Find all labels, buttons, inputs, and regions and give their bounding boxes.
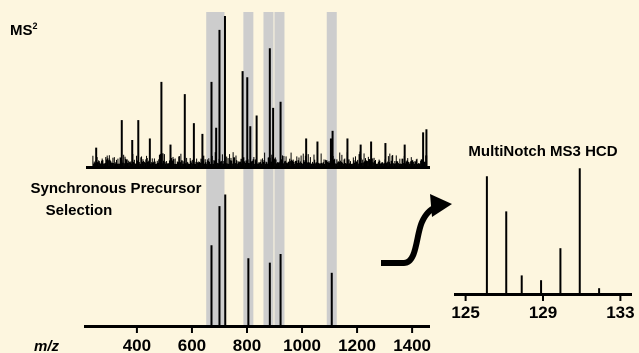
arrow-head-icon: [430, 194, 452, 217]
synchronous-precursor-spectrum: [210, 194, 333, 325]
mz-tick-label: 1000: [283, 336, 321, 353]
ms3-tick-label: 133: [606, 303, 634, 322]
ms3-panel-title: MultiNotch MS3 HCD: [468, 143, 617, 160]
ms3-tick-label: 125: [451, 303, 479, 322]
x-axis-label: m/z: [34, 338, 60, 353]
workflow-arrow: [381, 204, 438, 266]
ms2-spectrum: [92, 16, 428, 166]
mz-tick-label: 800: [233, 336, 261, 353]
ms3-reporter-spectrum: [485, 168, 601, 293]
sps-label-line1: Synchronous Precursor: [31, 180, 202, 197]
ms3-tick-label: 129: [529, 303, 557, 322]
mz-tick-label: 1200: [338, 336, 376, 353]
mz-tick-label: 1400: [393, 336, 431, 353]
ms2-panel-label: MS2: [10, 21, 38, 39]
mz-tick-labels: 400 600 800 1000 1200 1400: [123, 327, 431, 353]
sps-label-line2: Selection: [46, 202, 113, 219]
mz-tick-label: 400: [123, 336, 151, 353]
ms3-tick-labels: 125 129 133: [451, 295, 635, 322]
mz-tick-label: 600: [178, 336, 206, 353]
